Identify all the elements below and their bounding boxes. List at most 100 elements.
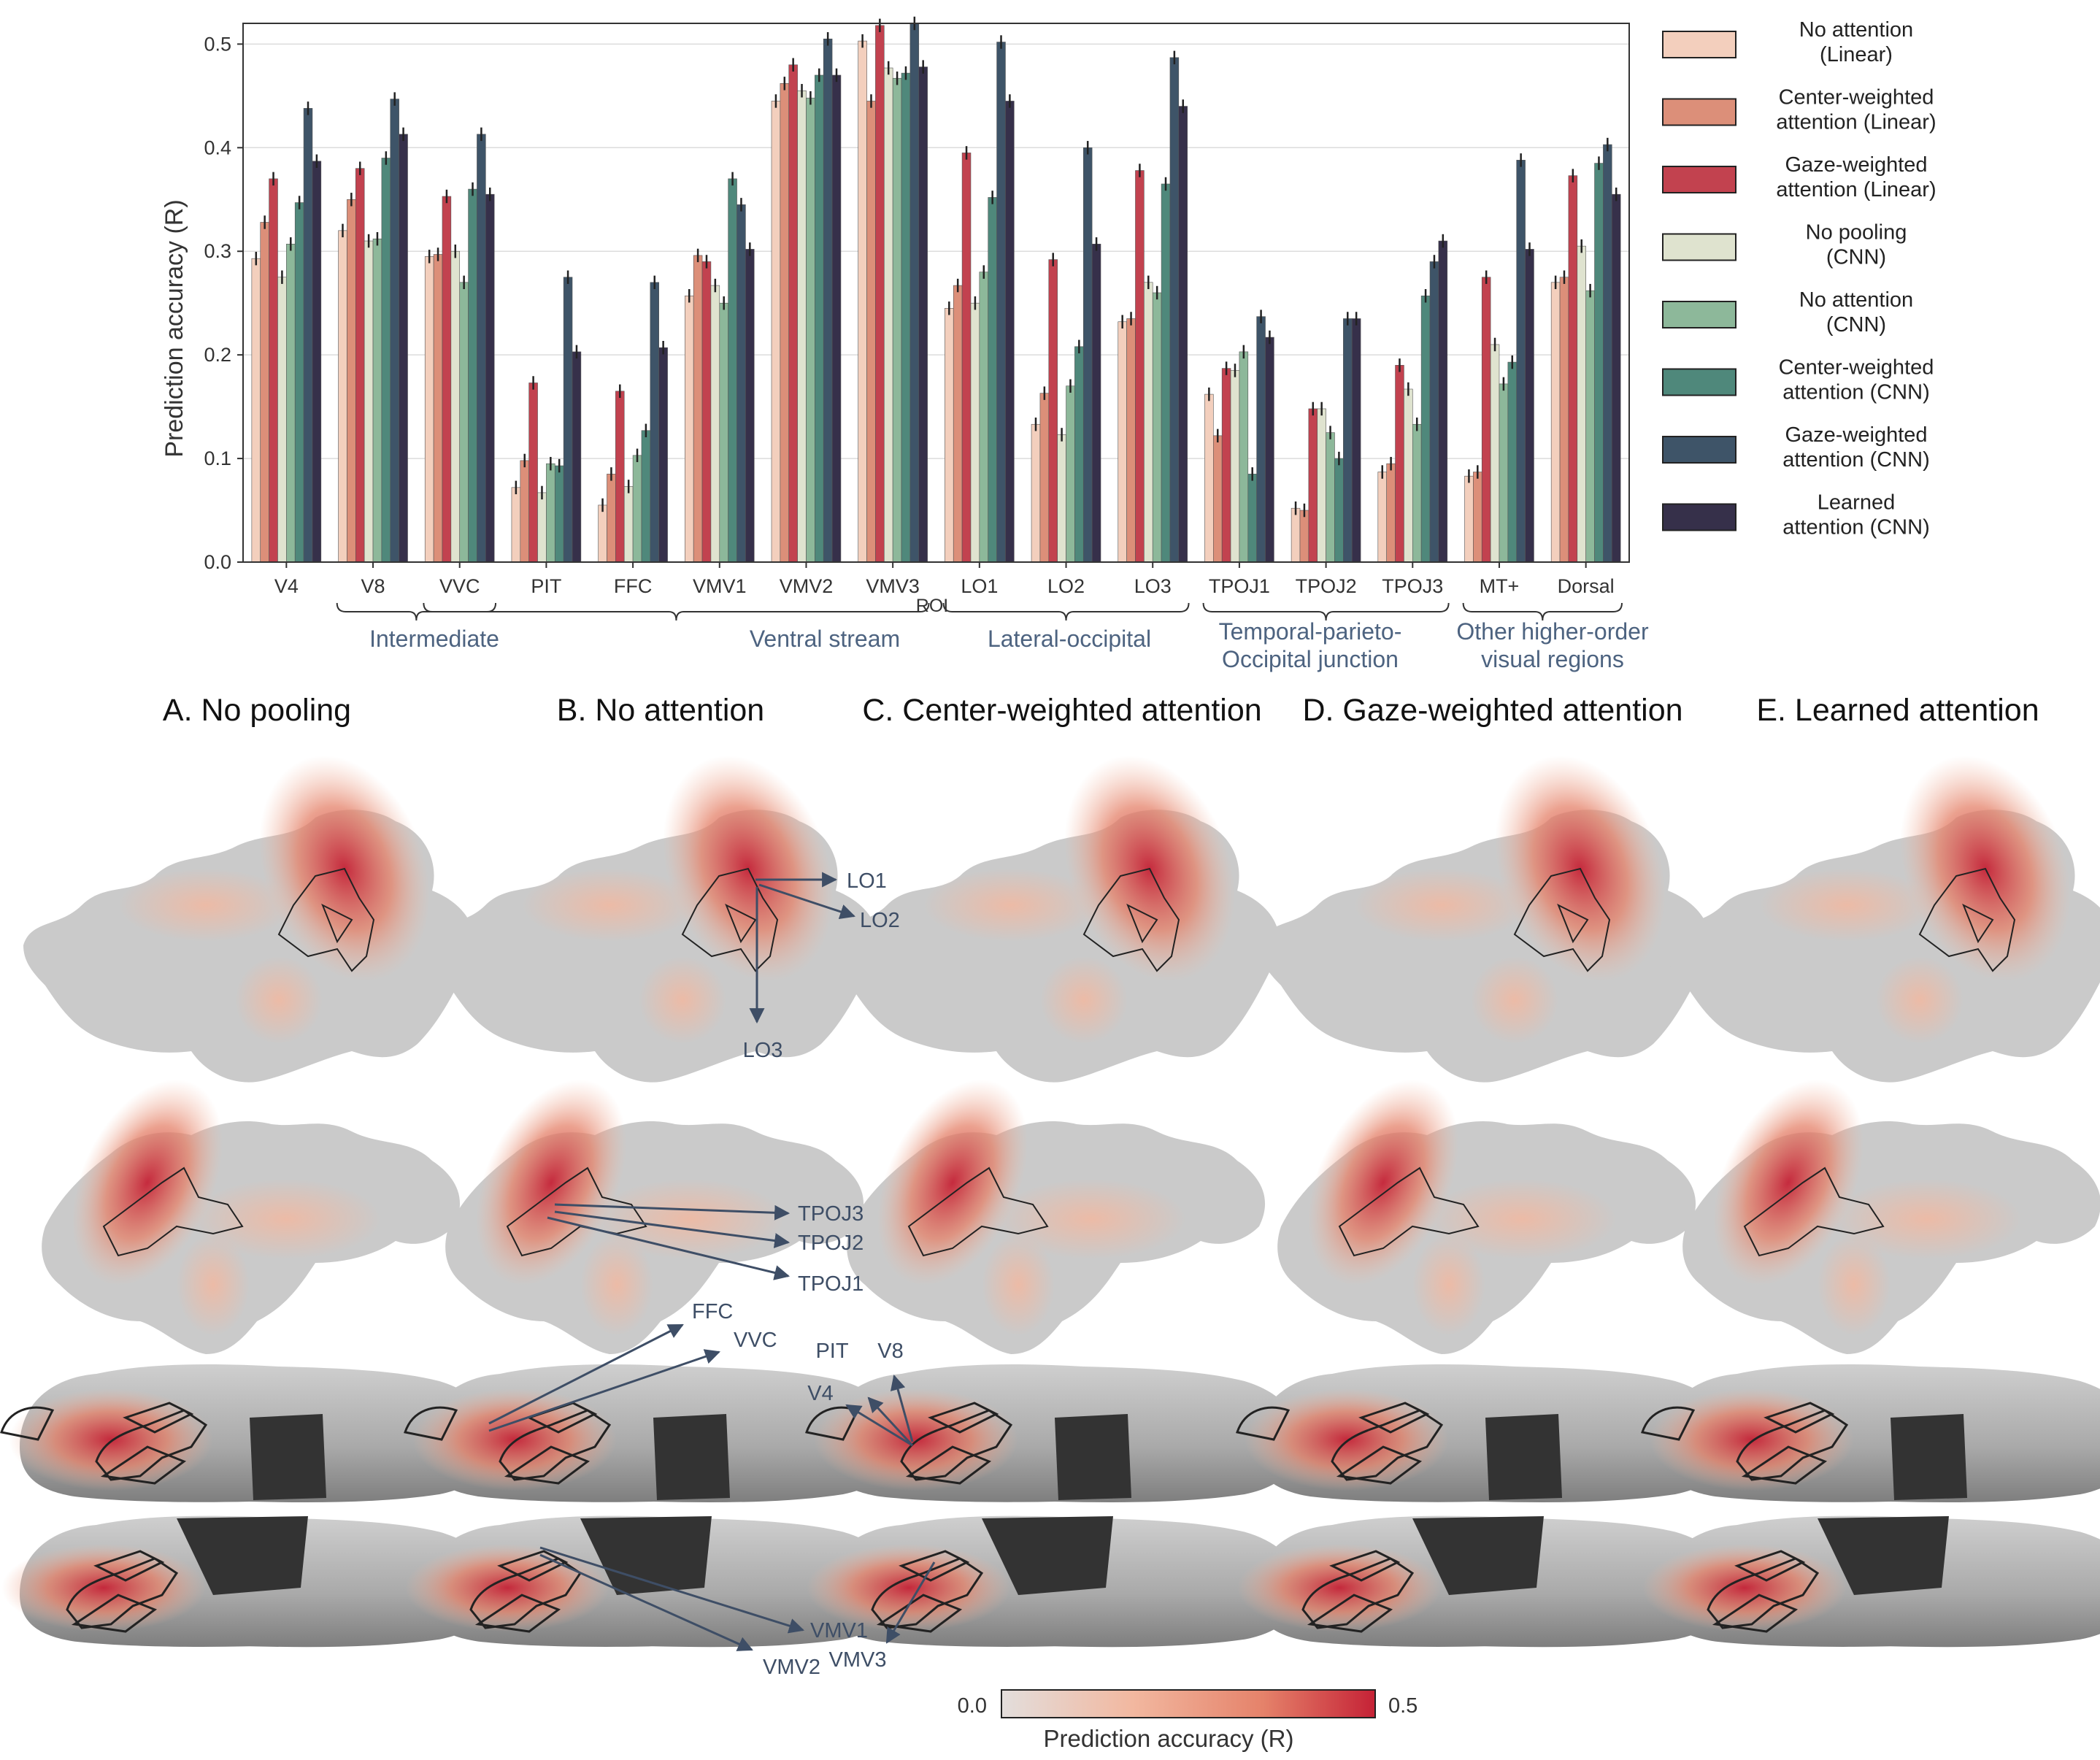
bar (736, 204, 746, 563)
brain-panel: B. No attention (404, 693, 898, 1648)
axes (242, 23, 1630, 563)
x-tick-label: LO3 (1134, 575, 1172, 597)
y-tick-labels: 0.0 0.1 0.2 0.3 0.4 0.5 (204, 33, 243, 573)
activation-hotspot (807, 1544, 1011, 1632)
bar (1525, 249, 1534, 563)
bar (1057, 434, 1066, 563)
bar (1317, 408, 1326, 563)
bar (1568, 175, 1578, 563)
bar (883, 67, 893, 563)
bar (1516, 160, 1526, 563)
bar (251, 258, 261, 563)
bar (450, 250, 461, 563)
bar (1291, 507, 1301, 563)
bar (1256, 316, 1266, 563)
x-tick-label: MT+ (1480, 575, 1520, 597)
annotation-arrow (885, 1561, 936, 1644)
inflated-ventral (1237, 1515, 1730, 1648)
x-tick-label: TPOJ2 (1296, 575, 1357, 597)
medial-wall (177, 1516, 308, 1595)
x-tick-label: VMV2 (780, 575, 834, 597)
roi-outline (1338, 1167, 1480, 1257)
activation-hotspot (1307, 1079, 1459, 1286)
group-label-lateral: Lateral-occipital (988, 626, 1151, 652)
activation-hotspot (412, 1388, 617, 1491)
bar (701, 261, 712, 563)
bar (537, 492, 547, 563)
group-label-other: Other higher-order visual regions (1456, 618, 1649, 672)
roi-label-lo3: LO3 (743, 1039, 783, 1062)
activation-hotspot (1354, 869, 1529, 942)
activation-hotspot (1642, 1544, 1847, 1632)
roi-outline (1918, 867, 2016, 972)
bar (823, 38, 833, 563)
bar (1152, 292, 1162, 563)
medial-wall (1412, 1516, 1544, 1595)
bar (866, 101, 876, 563)
inflated-lateral (404, 1364, 898, 1502)
colorbar-min-label: 0.0 (958, 1694, 987, 1718)
bar (1559, 277, 1569, 563)
roi-outline (1743, 1167, 1885, 1257)
bar (1299, 510, 1309, 563)
inflated-ventral (1, 1515, 494, 1648)
flatmap-right (1664, 756, 2100, 1083)
bar (424, 256, 434, 563)
panel-title: E. Learned attention (1756, 693, 2039, 728)
roi-label-tpoj2: TPOJ2 (798, 1231, 864, 1255)
bar (1239, 351, 1249, 563)
y-tick-label: 0.0 (204, 551, 231, 573)
flatmap-left (42, 1079, 461, 1354)
activation-hotspot (814, 1388, 1018, 1491)
bar (771, 101, 781, 563)
bar (1204, 393, 1214, 563)
bar (433, 254, 443, 563)
flatmap-right (23, 756, 474, 1083)
bar (286, 243, 296, 563)
bar (303, 108, 313, 563)
bar (528, 383, 538, 563)
bar (1577, 245, 1586, 563)
bar (1039, 393, 1050, 563)
annotation-arrow (758, 883, 855, 920)
legend-swatch (1662, 368, 1736, 396)
roi-outline (1513, 867, 1611, 972)
bar (1074, 346, 1084, 563)
bar (961, 153, 972, 563)
x-tick-label: V8 (361, 575, 385, 597)
bars (251, 16, 1621, 563)
legend-label: Center-weighted attention (Linear) (1776, 86, 1936, 134)
bar (1499, 383, 1509, 563)
bar (780, 83, 790, 563)
activation-hotspot (475, 1079, 627, 1286)
bar (399, 134, 408, 563)
bar (1395, 365, 1404, 563)
roi-label-v4: V4 (807, 1382, 833, 1405)
bar (797, 90, 807, 563)
panel-title: A. No pooling (163, 693, 351, 728)
bar (901, 72, 911, 563)
panel-title: B. No attention (557, 693, 764, 728)
annotation-arrow (554, 1203, 791, 1221)
bar (875, 25, 885, 563)
inflated-ventral (1642, 1515, 2100, 1648)
roi-label-tpoj3: TPOJ3 (798, 1202, 864, 1226)
annotation-arrow (867, 1396, 914, 1447)
bar (831, 74, 842, 563)
bar (996, 42, 1006, 563)
legend-label: No attention (Linear) (1799, 18, 1913, 66)
activation-hotspot (1832, 1179, 2022, 1259)
activation-hotspot (1876, 956, 1964, 1044)
roi-outline (805, 1402, 1013, 1485)
group-bracket (1462, 602, 1623, 621)
roi-label-vmv1: VMV1 (810, 1619, 868, 1642)
group-bracket (942, 602, 1190, 621)
roi-outline (277, 867, 375, 972)
annotation-arrow (539, 1553, 753, 1651)
roi-outline (1707, 1550, 1820, 1633)
activation-hotspot (877, 1079, 1028, 1286)
x-tick-label: V4 (274, 575, 299, 597)
roi-outline (404, 1402, 612, 1485)
y-axis-label: Prediction accuracy (R) (161, 199, 188, 457)
roi-outline (469, 1550, 582, 1633)
